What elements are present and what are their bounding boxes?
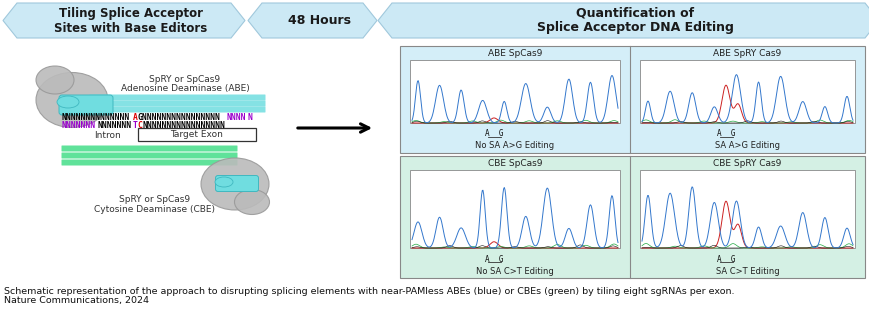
Text: A  G: A G <box>716 255 734 264</box>
Text: 48 Hours: 48 Hours <box>288 14 350 27</box>
Text: SA A>G Editing: SA A>G Editing <box>714 141 779 150</box>
FancyBboxPatch shape <box>90 100 265 107</box>
FancyBboxPatch shape <box>400 46 864 153</box>
FancyBboxPatch shape <box>400 156 864 278</box>
FancyBboxPatch shape <box>138 128 255 141</box>
Text: CBE SpCas9: CBE SpCas9 <box>488 158 541 167</box>
Text: Target Exon: Target Exon <box>170 130 223 139</box>
FancyBboxPatch shape <box>640 60 854 123</box>
Text: A  G: A G <box>716 130 734 139</box>
Text: N: N <box>248 113 252 122</box>
Text: Intron: Intron <box>95 131 122 140</box>
Text: SA C>T Editing: SA C>T Editing <box>715 267 779 276</box>
Text: Cytosine Deaminase (CBE): Cytosine Deaminase (CBE) <box>95 205 216 214</box>
Text: CBE SpRY Cas9: CBE SpRY Cas9 <box>713 158 780 167</box>
Ellipse shape <box>57 96 79 108</box>
Text: SpRY or SpCas9: SpRY or SpCas9 <box>149 76 221 85</box>
FancyBboxPatch shape <box>62 153 237 158</box>
Text: GNNNNNNNNNNNNNNNN: GNNNNNNNNNNNNNNNN <box>137 113 221 122</box>
Text: NNNN: NNNN <box>226 113 246 122</box>
Text: A: A <box>133 113 137 122</box>
FancyBboxPatch shape <box>409 60 620 123</box>
FancyBboxPatch shape <box>409 170 620 248</box>
Ellipse shape <box>36 73 108 127</box>
FancyBboxPatch shape <box>90 95 265 100</box>
Text: C: C <box>137 122 143 131</box>
Text: No SA C>T Editing: No SA C>T Editing <box>475 267 554 276</box>
Ellipse shape <box>201 158 269 210</box>
Ellipse shape <box>215 177 233 187</box>
Text: Quantification of
Splice Acceptor DNA Editing: Quantification of Splice Acceptor DNA Ed… <box>536 7 733 34</box>
Text: NNNNNNN: NNNNNNN <box>62 122 96 131</box>
Text: A  G: A G <box>484 255 502 264</box>
Ellipse shape <box>235 189 269 215</box>
FancyBboxPatch shape <box>90 107 265 113</box>
Polygon shape <box>3 3 245 38</box>
Text: ABE SpCas9: ABE SpCas9 <box>488 48 541 57</box>
Text: Adenosine Deaminase (ABE): Adenosine Deaminase (ABE) <box>121 85 249 94</box>
Polygon shape <box>248 3 376 38</box>
Text: ABE SpRY Cas9: ABE SpRY Cas9 <box>713 48 780 57</box>
Text: A  G: A G <box>484 130 502 139</box>
Polygon shape <box>377 3 869 38</box>
Text: No SA A>G Editing: No SA A>G Editing <box>474 141 554 150</box>
FancyBboxPatch shape <box>640 170 854 248</box>
Text: NNNNNNN: NNNNNNN <box>97 122 131 131</box>
Text: Tiling Splice Acceptor
Sites with Base Editors: Tiling Splice Acceptor Sites with Base E… <box>54 7 208 34</box>
Text: Schematic representation of the approach to disrupting splicing elements with ne: Schematic representation of the approach… <box>4 286 733 295</box>
FancyBboxPatch shape <box>59 95 113 115</box>
FancyBboxPatch shape <box>62 160 237 166</box>
Text: NNNNNNNNNNNNNNNNN: NNNNNNNNNNNNNNNNN <box>143 122 225 131</box>
Text: T: T <box>133 122 137 131</box>
Ellipse shape <box>36 66 74 94</box>
Text: NNNNNNNNNNNNNN: NNNNNNNNNNNNNN <box>62 113 130 122</box>
FancyBboxPatch shape <box>62 145 237 152</box>
Text: SpRY or SpCas9: SpRY or SpCas9 <box>119 196 190 205</box>
FancyBboxPatch shape <box>216 175 258 192</box>
Text: Nature Communications, 2024: Nature Communications, 2024 <box>4 296 149 305</box>
